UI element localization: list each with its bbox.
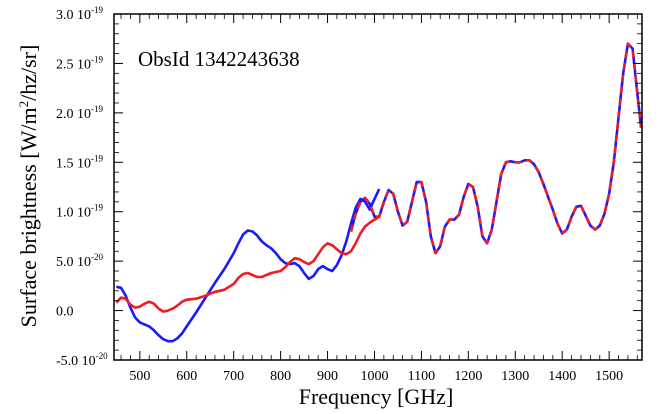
y-tick-label: 2.0 10-19: [56, 104, 103, 122]
x-tick-label: 1300: [501, 369, 529, 384]
y-tick-label: 1.0 10-19: [56, 203, 103, 221]
series-line-4: [349, 42, 643, 255]
x-tick-label: 600: [176, 369, 197, 384]
x-axis-title: Frequency [GHz]: [299, 384, 454, 409]
y-tick-label: 3.0 10-19: [56, 5, 103, 23]
obsid-annotation: ObsId 1342243638: [138, 47, 300, 71]
plot-frame: [113, 13, 643, 361]
x-tick-label: 1100: [408, 369, 435, 384]
y-tick-label: 1.5 10-19: [56, 153, 103, 171]
y-tick-label: 0.0: [56, 305, 74, 320]
x-tick-label: 1200: [454, 369, 482, 384]
series-line-1: [116, 188, 381, 343]
series-layer: [115, 42, 643, 343]
x-tick-label: 700: [223, 369, 244, 384]
x-ticks: 500 600 700 800 900 1000 1100 1200 1300 1400 1500: [120, 14, 638, 384]
series-line-2: [115, 215, 380, 313]
x-tick-label: 900: [317, 369, 338, 384]
y-tick-label: 2.5 10-19: [56, 54, 103, 72]
series-line-3: [349, 42, 643, 255]
x-tick-label: 500: [129, 369, 150, 384]
x-tick-label: 1500: [595, 369, 623, 384]
y-axis-title: Surface brightness [W/m2/hz/sr]: [16, 45, 41, 328]
x-tick-label: 800: [270, 369, 291, 384]
x-tick-label: 1400: [548, 369, 576, 384]
y-ticks: -5.0 10-20 0.0 5.0 10-20 1.0 10-19 1.5 10-19…: [56, 5, 642, 369]
y-tick-label: -5.0 10-20: [56, 351, 108, 369]
y-tick-label: 5.0 10-20: [56, 252, 103, 270]
x-tick-label: 1000: [360, 369, 388, 384]
